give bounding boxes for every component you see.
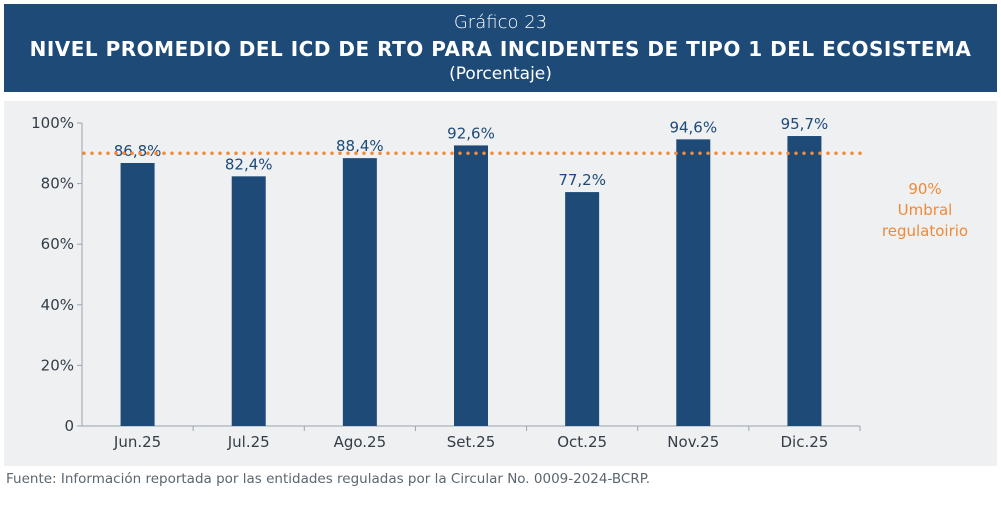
x-tick-label: Nov.25 <box>667 433 719 451</box>
y-tick-label: 40% <box>41 296 74 314</box>
x-tick-label: Jul.25 <box>227 433 270 451</box>
bar <box>454 145 488 426</box>
x-tick-label: Jun.25 <box>113 433 161 451</box>
x-tick-label: Dic.25 <box>781 433 829 451</box>
y-tick-label: 100% <box>31 114 74 132</box>
bar <box>676 139 711 426</box>
data-label: 94,6% <box>669 118 717 136</box>
chart-header: Gráfico 23 NIVEL PROMEDIO DEL ICD DE RTO… <box>4 4 997 92</box>
bar <box>342 158 377 426</box>
x-tick-label: Ago.25 <box>334 433 387 451</box>
y-tick-label: 60% <box>41 235 74 253</box>
data-label: 95,7% <box>781 115 829 133</box>
chart-number: Gráfico 23 <box>453 12 548 33</box>
chart-title: NIVEL PROMEDIO DEL ICD DE RTO PARA INCID… <box>29 37 972 61</box>
threshold-label: 90% <box>908 180 941 198</box>
bar <box>231 176 266 426</box>
threshold-label: regulatoirio <box>882 222 968 240</box>
y-tick-label: 20% <box>41 356 74 374</box>
bar <box>787 136 822 426</box>
data-label: 77,2% <box>558 171 606 189</box>
x-tick-label: Oct.25 <box>557 433 607 451</box>
data-label: 86,8% <box>114 142 162 160</box>
bar <box>120 162 155 426</box>
chart-panel: 0 20% 40% 60% 80% 100% 86,8% Jun.25 82,4% Jul.25 8… <box>4 101 997 466</box>
bar-chart: 0 20% 40% 60% 80% 100% 86,8% Jun.25 82,4% Jul.25 8… <box>31 114 968 451</box>
chart-subtitle: (Porcentaje) <box>449 64 552 84</box>
y-tick-label: 0 <box>64 417 74 435</box>
data-label: 88,4% <box>336 137 384 155</box>
data-label: 82,4% <box>225 155 273 173</box>
data-label: 92,6% <box>447 124 495 142</box>
source-note: Fuente: Información reportada por las en… <box>6 471 651 487</box>
x-tick-label: Set.25 <box>447 433 496 451</box>
threshold-label: Umbral <box>898 201 953 219</box>
bar <box>565 192 600 426</box>
y-tick-label: 80% <box>41 175 74 193</box>
